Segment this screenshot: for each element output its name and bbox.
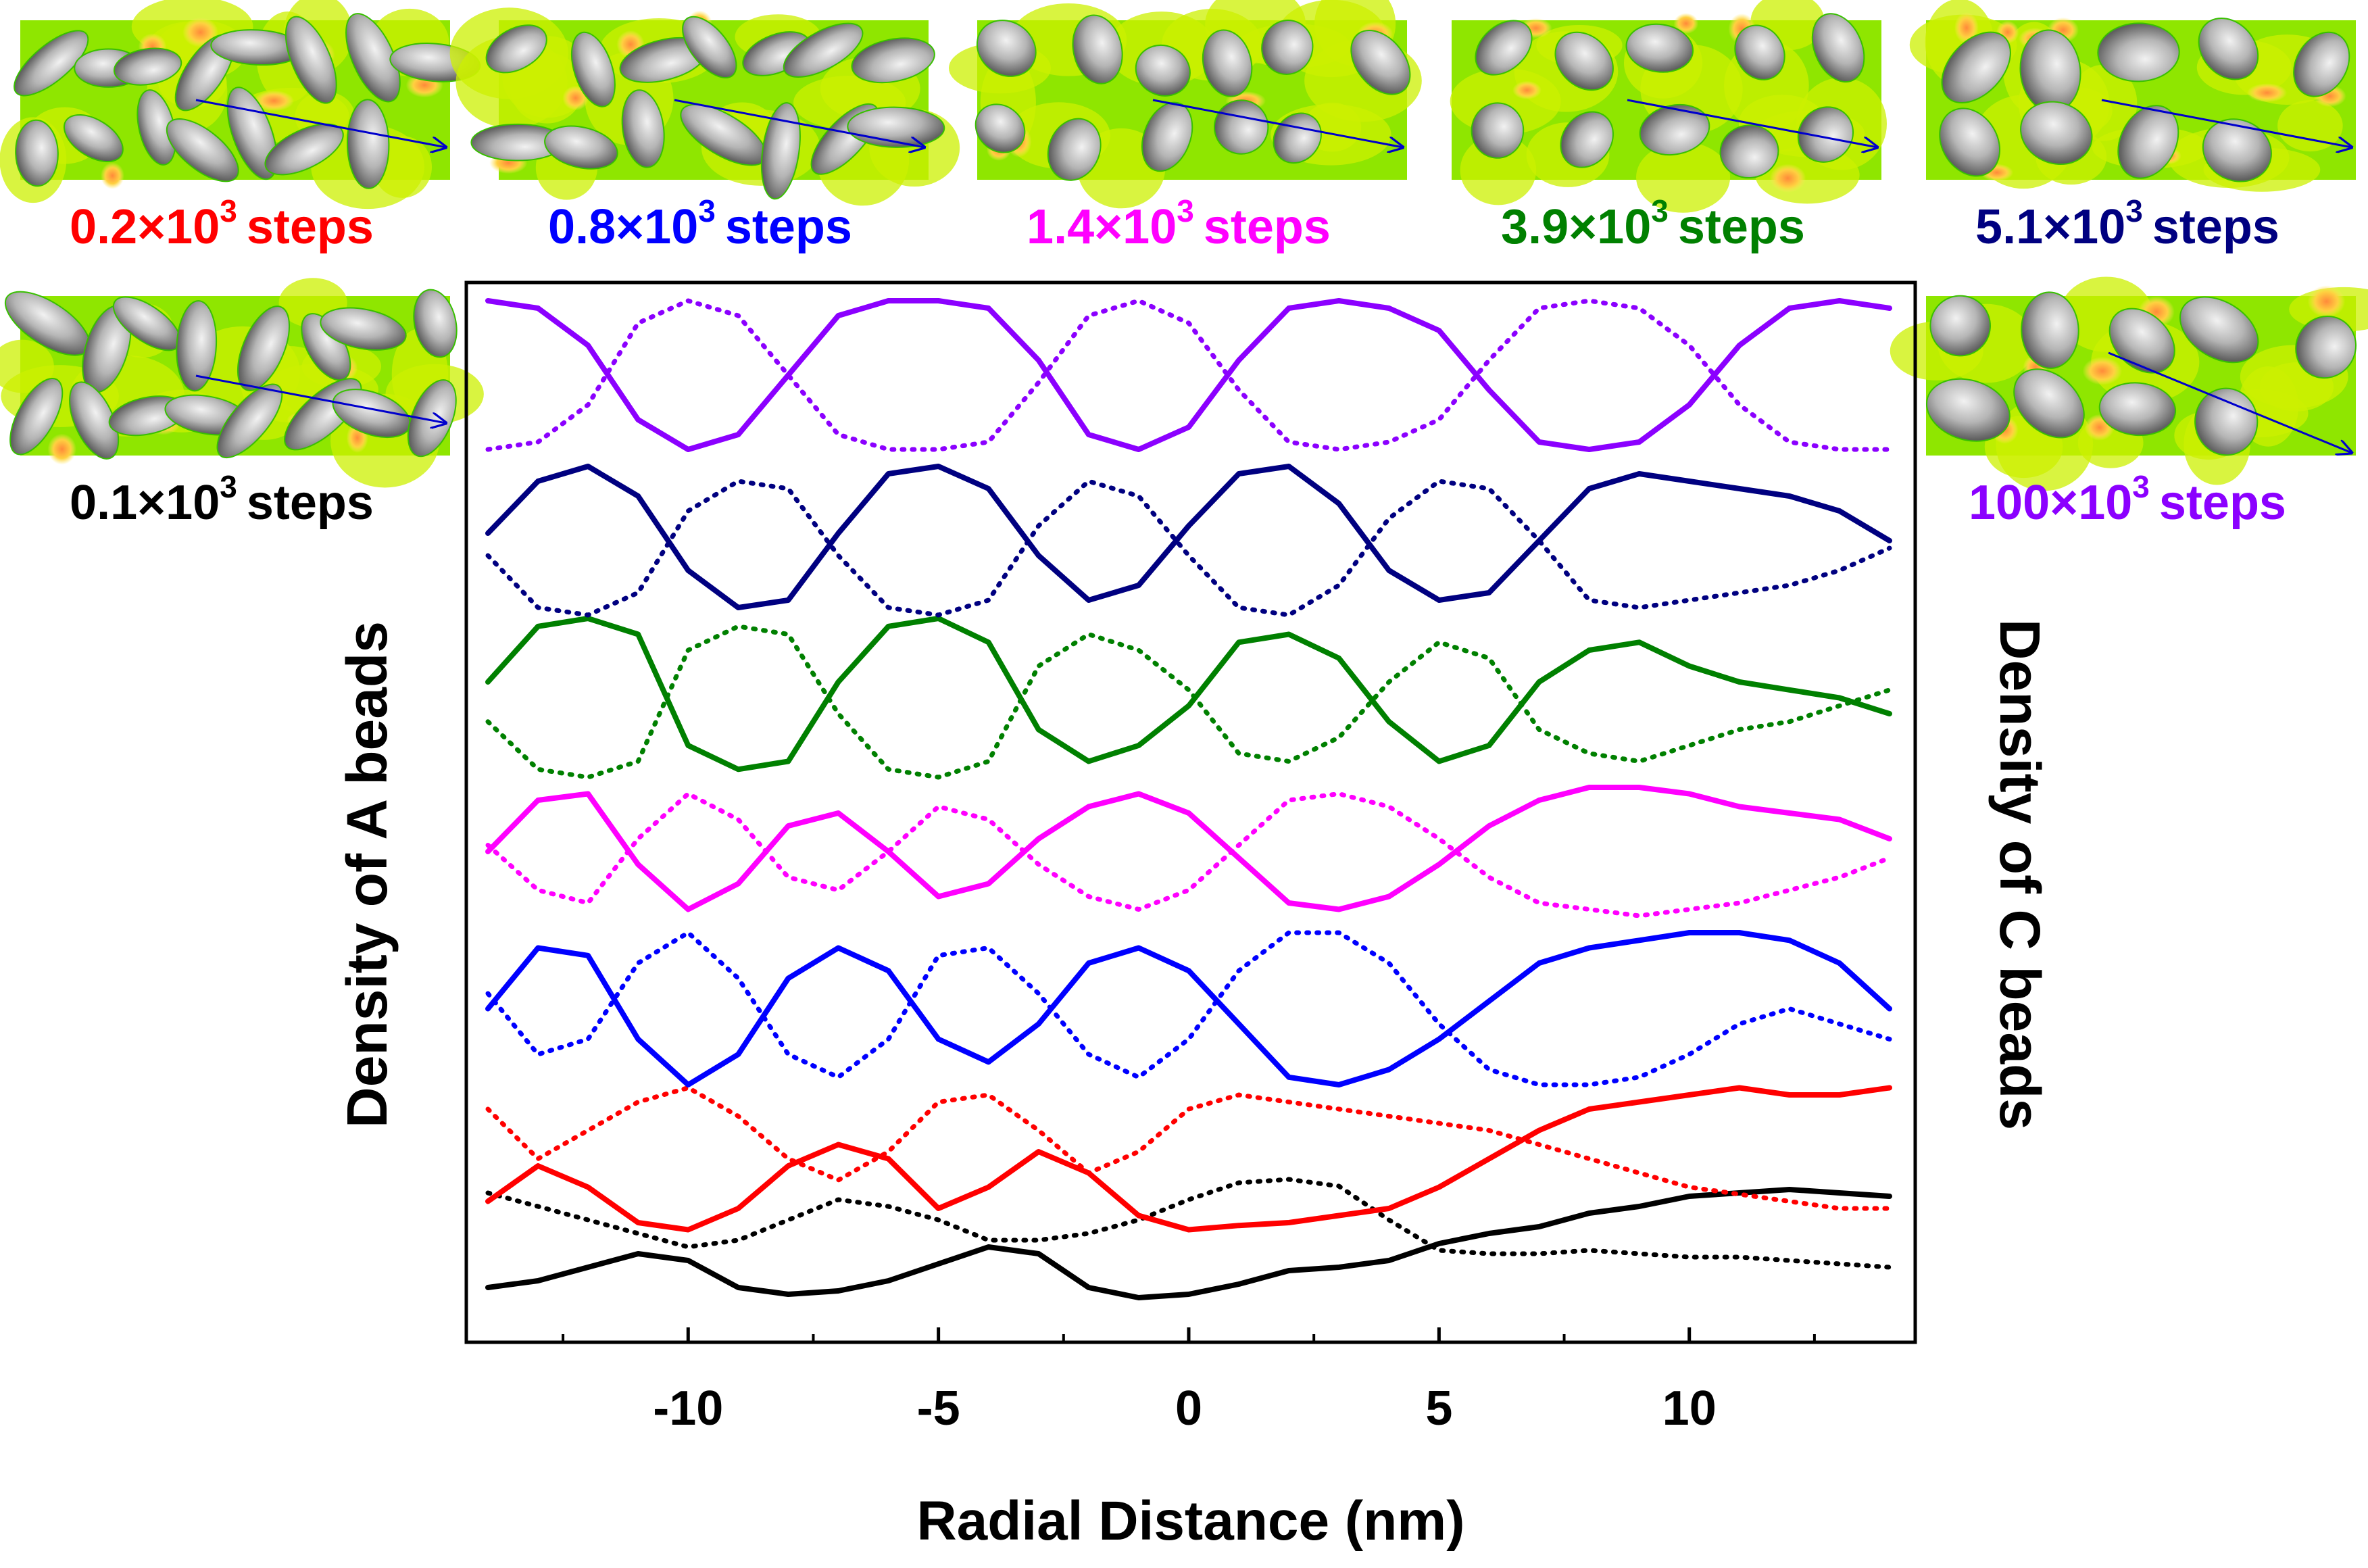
x-tick-label: 10 xyxy=(1662,1381,1717,1436)
y-axis-title-left: Density of A beads xyxy=(335,621,399,1128)
c-density-line-1.4e3 xyxy=(485,791,1892,918)
x-axis: -10 -5 0 5 10 xyxy=(562,1327,1816,1436)
x-tick-label: -5 xyxy=(917,1381,960,1436)
measurement-arrow xyxy=(195,374,446,423)
morphology-snapshot-0.8e3 xyxy=(449,7,960,206)
a-density-line-0.8e3 xyxy=(485,930,1892,1087)
panel-label-100e3: 100×103 steps xyxy=(1969,469,2286,530)
measurement-arrow xyxy=(2101,99,2352,147)
measurement-arrow xyxy=(1627,99,1877,147)
density-curves xyxy=(485,298,1892,1300)
x-tick-label: 0 xyxy=(1175,1381,1202,1436)
series-0.8e3 xyxy=(485,930,1892,1087)
c-density-line-100e3 xyxy=(485,298,1892,452)
series-5.1e3 xyxy=(485,464,1892,618)
c-density-line-0.1e3 xyxy=(485,1177,1892,1270)
x-axis-title: Radial Distance (nm) xyxy=(916,1490,1464,1552)
series-100e3 xyxy=(485,298,1892,452)
c-density-line-0.8e3 xyxy=(485,930,1892,1087)
a-density-line-0.2e3 xyxy=(485,1085,1892,1233)
panel-label-5.1e3: 5.1×103 steps xyxy=(1975,193,2279,254)
panel-labels: 0.2×103 steps 0.8×103 steps 1.4×103 steps 3… xyxy=(70,193,2286,530)
series-1.4e3 xyxy=(485,785,1892,918)
measurement-arrow xyxy=(1152,99,1403,147)
plot-frame xyxy=(464,280,1917,1344)
panel-label-0.2e3: 0.2×103 steps xyxy=(70,193,374,254)
y-axis-title-right: Density of C beads xyxy=(1988,619,2052,1130)
panel-label-0.8e3: 0.8×103 steps xyxy=(548,193,852,254)
morphology-snapshot-0.1e3 xyxy=(0,278,484,488)
series-3.9e3 xyxy=(485,616,1892,780)
c-density-line-0.2e3 xyxy=(485,1085,1892,1211)
a-density-line-5.1e3 xyxy=(485,464,1892,610)
series-0.2e3 xyxy=(485,1085,1892,1233)
a-density-line-1.4e3 xyxy=(485,785,1892,912)
panel-label-1.4e3: 1.4×103 steps xyxy=(1027,193,1331,254)
a-density-line-3.9e3 xyxy=(485,616,1892,773)
measurement-arrow xyxy=(195,99,446,147)
measurement-arrow xyxy=(674,99,924,147)
c-density-line-3.9e3 xyxy=(485,624,1892,780)
morphology-snapshot-5.1e3 xyxy=(1909,0,2356,192)
morphology-snapshot-1.4e3 xyxy=(948,0,1422,209)
morphology-snapshot-100e3 xyxy=(1890,276,2368,491)
c-density-line-5.1e3 xyxy=(485,479,1892,618)
morphology-snapshot-3.9e3 xyxy=(1450,0,1887,213)
morphology-snapshot-0.2e3 xyxy=(0,0,481,210)
series-0.1e3 xyxy=(485,1177,1892,1300)
morphology-panels xyxy=(0,0,2368,491)
panel-label-3.9e3: 3.9×103 steps xyxy=(1501,193,1805,254)
a-density-line-100e3 xyxy=(485,298,1892,452)
x-tick-label: 5 xyxy=(1425,1381,1452,1436)
measurement-arrow xyxy=(2108,351,2352,453)
panel-label-0.1e3: 0.1×103 steps xyxy=(70,469,374,530)
x-tick-label: -10 xyxy=(653,1381,723,1436)
a-density-line-0.1e3 xyxy=(485,1187,1892,1300)
